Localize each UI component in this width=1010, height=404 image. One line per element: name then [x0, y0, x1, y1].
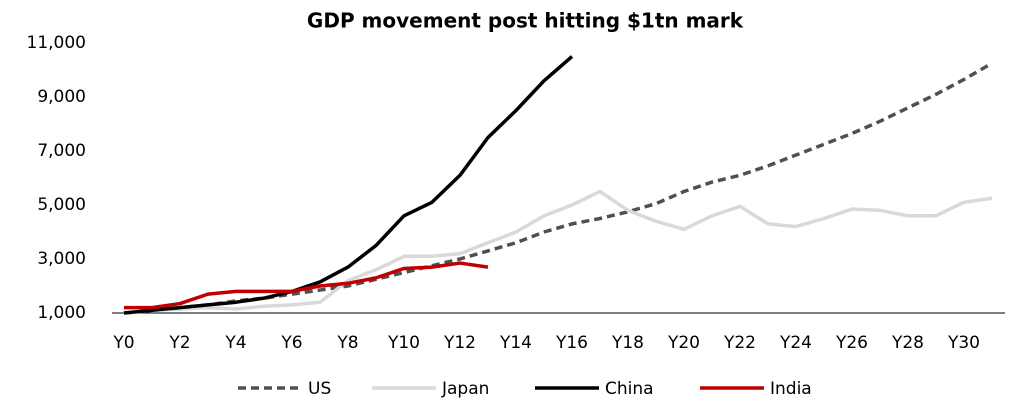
x-tick-label: Y8 — [336, 333, 358, 353]
y-tick-label: 3,000 — [37, 249, 86, 269]
x-tick-label: Y20 — [667, 333, 700, 353]
legend-label: India — [770, 379, 812, 399]
x-tick-label: Y30 — [947, 333, 980, 353]
x-tick-label: Y10 — [387, 333, 420, 353]
x-tick-label: Y28 — [891, 333, 924, 353]
y-tick-label: 1,000 — [37, 303, 86, 323]
legend-label: Japan — [441, 379, 489, 399]
y-tick-label: 9,000 — [37, 87, 86, 107]
x-tick-label: Y18 — [611, 333, 644, 353]
x-tick-label: Y6 — [280, 333, 302, 353]
x-tick-label: Y4 — [224, 333, 246, 353]
chart-title: GDP movement post hitting $1tn mark — [307, 9, 744, 33]
legend-label: China — [605, 379, 654, 399]
x-tick-label: Y24 — [779, 333, 812, 353]
x-tick-label: Y0 — [112, 333, 134, 353]
series-line — [123, 189, 993, 315]
series-line — [124, 261, 489, 310]
x-tick-label: Y14 — [499, 333, 532, 353]
series-line — [123, 61, 993, 315]
y-tick-label: 11,000 — [27, 33, 86, 53]
x-tick-label: Y12 — [443, 333, 476, 353]
y-tick-label: 5,000 — [37, 195, 86, 215]
x-tick-label: Y16 — [555, 333, 588, 353]
x-tick-label: Y22 — [723, 333, 756, 353]
series-line — [123, 55, 574, 315]
y-tick-label: 7,000 — [37, 141, 86, 161]
legend-label: US — [308, 379, 331, 399]
x-tick-label: Y2 — [168, 333, 190, 353]
x-tick-label: Y26 — [835, 333, 868, 353]
